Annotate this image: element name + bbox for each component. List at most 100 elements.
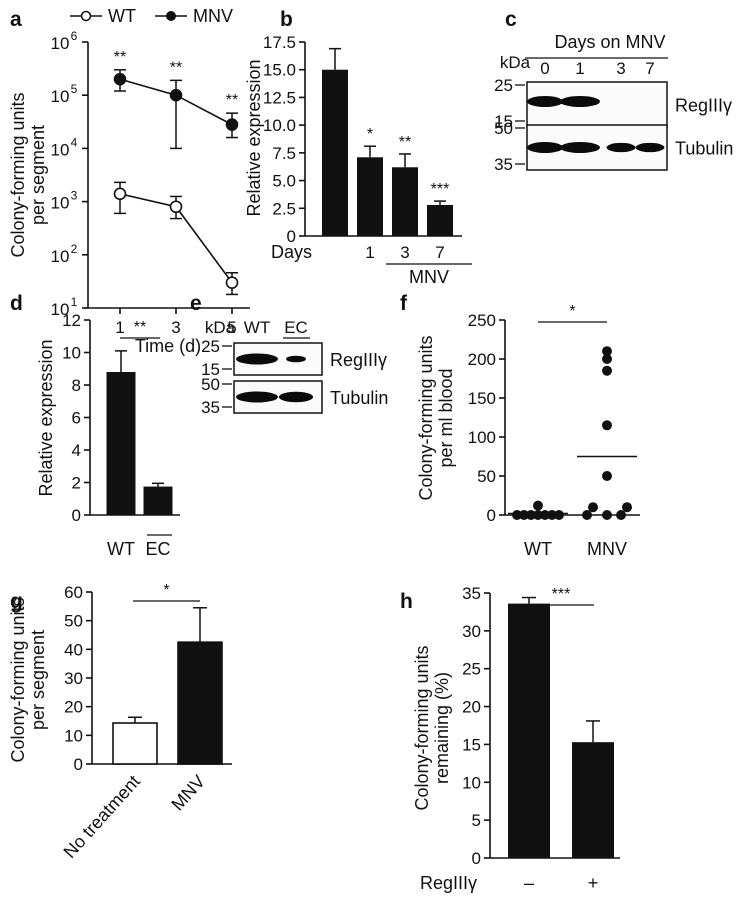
panel-f-point-MNV: [588, 502, 598, 513]
panel-d-y-tick-label: 6: [72, 409, 81, 428]
panel-g-y-label-1: Colony-forming units: [8, 597, 28, 762]
panel-c-band: [527, 96, 563, 107]
panel-g-bar: [177, 641, 223, 765]
panel-a-y-tick-exp: 2: [71, 242, 78, 256]
panel-c-title: Days on MNV: [554, 32, 665, 52]
panel-c-band: [527, 142, 563, 153]
panel-a-y-tick-base: 10: [51, 194, 70, 213]
panel-f-point-MNV: [602, 420, 612, 431]
panel-c-lane-label: 3: [616, 59, 625, 78]
panel-a-sig-MNV: **: [226, 92, 238, 109]
panel-g-y-tick-label: 40: [64, 640, 83, 659]
panel-c-lane-label: 0: [540, 59, 549, 78]
panel-f-point-WT: [540, 510, 550, 520]
panel-d-x-tick-label: WT: [107, 539, 135, 559]
panel-b-y-label: Relative expression: [244, 59, 264, 216]
panel-d-y-tick-label: 0: [72, 506, 81, 525]
panel-b-sig: **: [399, 134, 411, 151]
panel-b-bar: [322, 69, 348, 236]
panel-a-x-label: Time (d): [135, 336, 201, 356]
panel-a-y-tick-base: 10: [51, 140, 70, 159]
panel-h-y-label-2: remaining (%): [432, 672, 452, 784]
panel-g-y-tick-label: 50: [64, 612, 83, 631]
panel-b-y-tick-label: 12.5: [263, 88, 296, 107]
panel-c-marker-label: 25: [494, 76, 513, 95]
panel-label-f: f: [400, 292, 408, 315]
panel-h-y-label-1: Colony-forming units: [412, 645, 432, 810]
panel-label-g: g: [10, 590, 23, 613]
panel-a-x-tick-label: 5: [227, 318, 236, 337]
panel-f-y-tick-label: 250: [468, 311, 496, 330]
panel-a-y-tick-exp: 3: [71, 189, 78, 203]
panel-f-y-tick-label: 200: [468, 350, 496, 369]
panel-a-sig-MNV: **: [170, 59, 182, 76]
panel-label-h: h: [400, 590, 413, 613]
panel-g-y-label-2: per segment: [28, 630, 48, 730]
panel-h-x-tick-label: +: [588, 873, 599, 893]
panel-e-marker-label: 25: [201, 337, 220, 356]
panel-h-row-label: RegIIIγ: [420, 873, 477, 893]
panel-a-y-label-1: Colony-forming units: [8, 92, 28, 257]
panel-b-y-tick-label: 17.5: [263, 33, 296, 52]
panel-a-y-tick-exp: 5: [71, 82, 78, 96]
panel-f-y-tick-label: 100: [468, 428, 496, 447]
panel-h-y-tick-label: 15: [462, 735, 481, 754]
panel-e-marker-label: 50: [201, 375, 220, 394]
panel-label-b: b: [280, 8, 293, 31]
panel-a-x-tick-label: 1: [115, 318, 124, 337]
panel-f-point-WT: [526, 510, 536, 520]
panel-g-x-tick-label: MNV: [167, 771, 209, 814]
panel-h-y-tick-label: 0: [472, 849, 481, 868]
panel-label-a: a: [10, 8, 22, 31]
panel-a-point-WT: [225, 276, 239, 289]
panel-f-point-MNV: [582, 510, 592, 520]
panel-b-y-tick-label: 10.0: [263, 116, 296, 135]
panel-b-y-tick-label: 15.0: [263, 61, 296, 80]
panel-h-y-tick-label: 25: [462, 660, 481, 679]
panel-f-point-WT: [519, 510, 529, 520]
panel-b-y-tick-label: 2.5: [272, 199, 296, 218]
panel-g-y-tick-label: 10: [64, 726, 83, 745]
panel-c-band: [635, 142, 665, 153]
panel-a-y-tick-base: 10: [51, 247, 70, 266]
panel-b-y-tick-label: 7.5: [272, 144, 296, 163]
panel-c-marker-label: 35: [494, 155, 513, 174]
panel-e-marker-label: 35: [201, 398, 220, 417]
panel-a-y-tick-exp: 1: [71, 295, 78, 309]
legend-filled-marker: [166, 11, 176, 21]
panel-b-y-tick-label: 0: [287, 227, 296, 246]
panel-a-sig-MNV: **: [114, 49, 126, 66]
panel-c-marker-label: 50: [494, 119, 513, 138]
panel-b-bar: [357, 157, 383, 236]
panel-a-y-tick-base: 10: [51, 34, 70, 53]
panel-d-y-label: Relative expression: [36, 339, 56, 496]
panel-e-band: [236, 391, 278, 403]
panel-e-marker-label: 15: [201, 360, 220, 379]
panel-d-bar: [143, 486, 173, 515]
panel-h-y-tick-label: 35: [462, 584, 481, 603]
panel-f-point-WT: [547, 510, 557, 520]
panel-e-band: [286, 355, 306, 363]
panel-d-y-tick-label: 8: [72, 376, 81, 395]
panel-f-point-WT: [533, 500, 543, 511]
panel-b-sig: *: [367, 126, 373, 143]
panel-f-point-MNV: [602, 510, 612, 520]
panel-a-y-tick-exp: 6: [71, 29, 78, 43]
panel-f-point-MNV: [616, 510, 626, 520]
panel-f-y-tick-label: 150: [468, 389, 496, 408]
panel-c-band: [560, 142, 600, 153]
legend: WT MNV: [70, 6, 233, 26]
panel-d-x-tick-label: EC: [145, 539, 170, 559]
panel-label-e: e: [190, 292, 202, 315]
legend-mnv-label: MNV: [193, 6, 233, 26]
panel-g-y-tick-label: 0: [74, 755, 83, 774]
panel-d-y-tick-label: 4: [72, 441, 81, 460]
panel-d-y-tick-label: 10: [62, 344, 81, 363]
panel-c-band: [606, 142, 636, 153]
panel-b-sig: ***: [431, 181, 450, 198]
panel-d-bar: [106, 372, 136, 515]
panel-h-y-tick-label: 10: [462, 773, 481, 792]
panel-f-y-tick-label: 0: [487, 506, 496, 525]
panel-a-x-tick-label: 3: [171, 318, 180, 337]
